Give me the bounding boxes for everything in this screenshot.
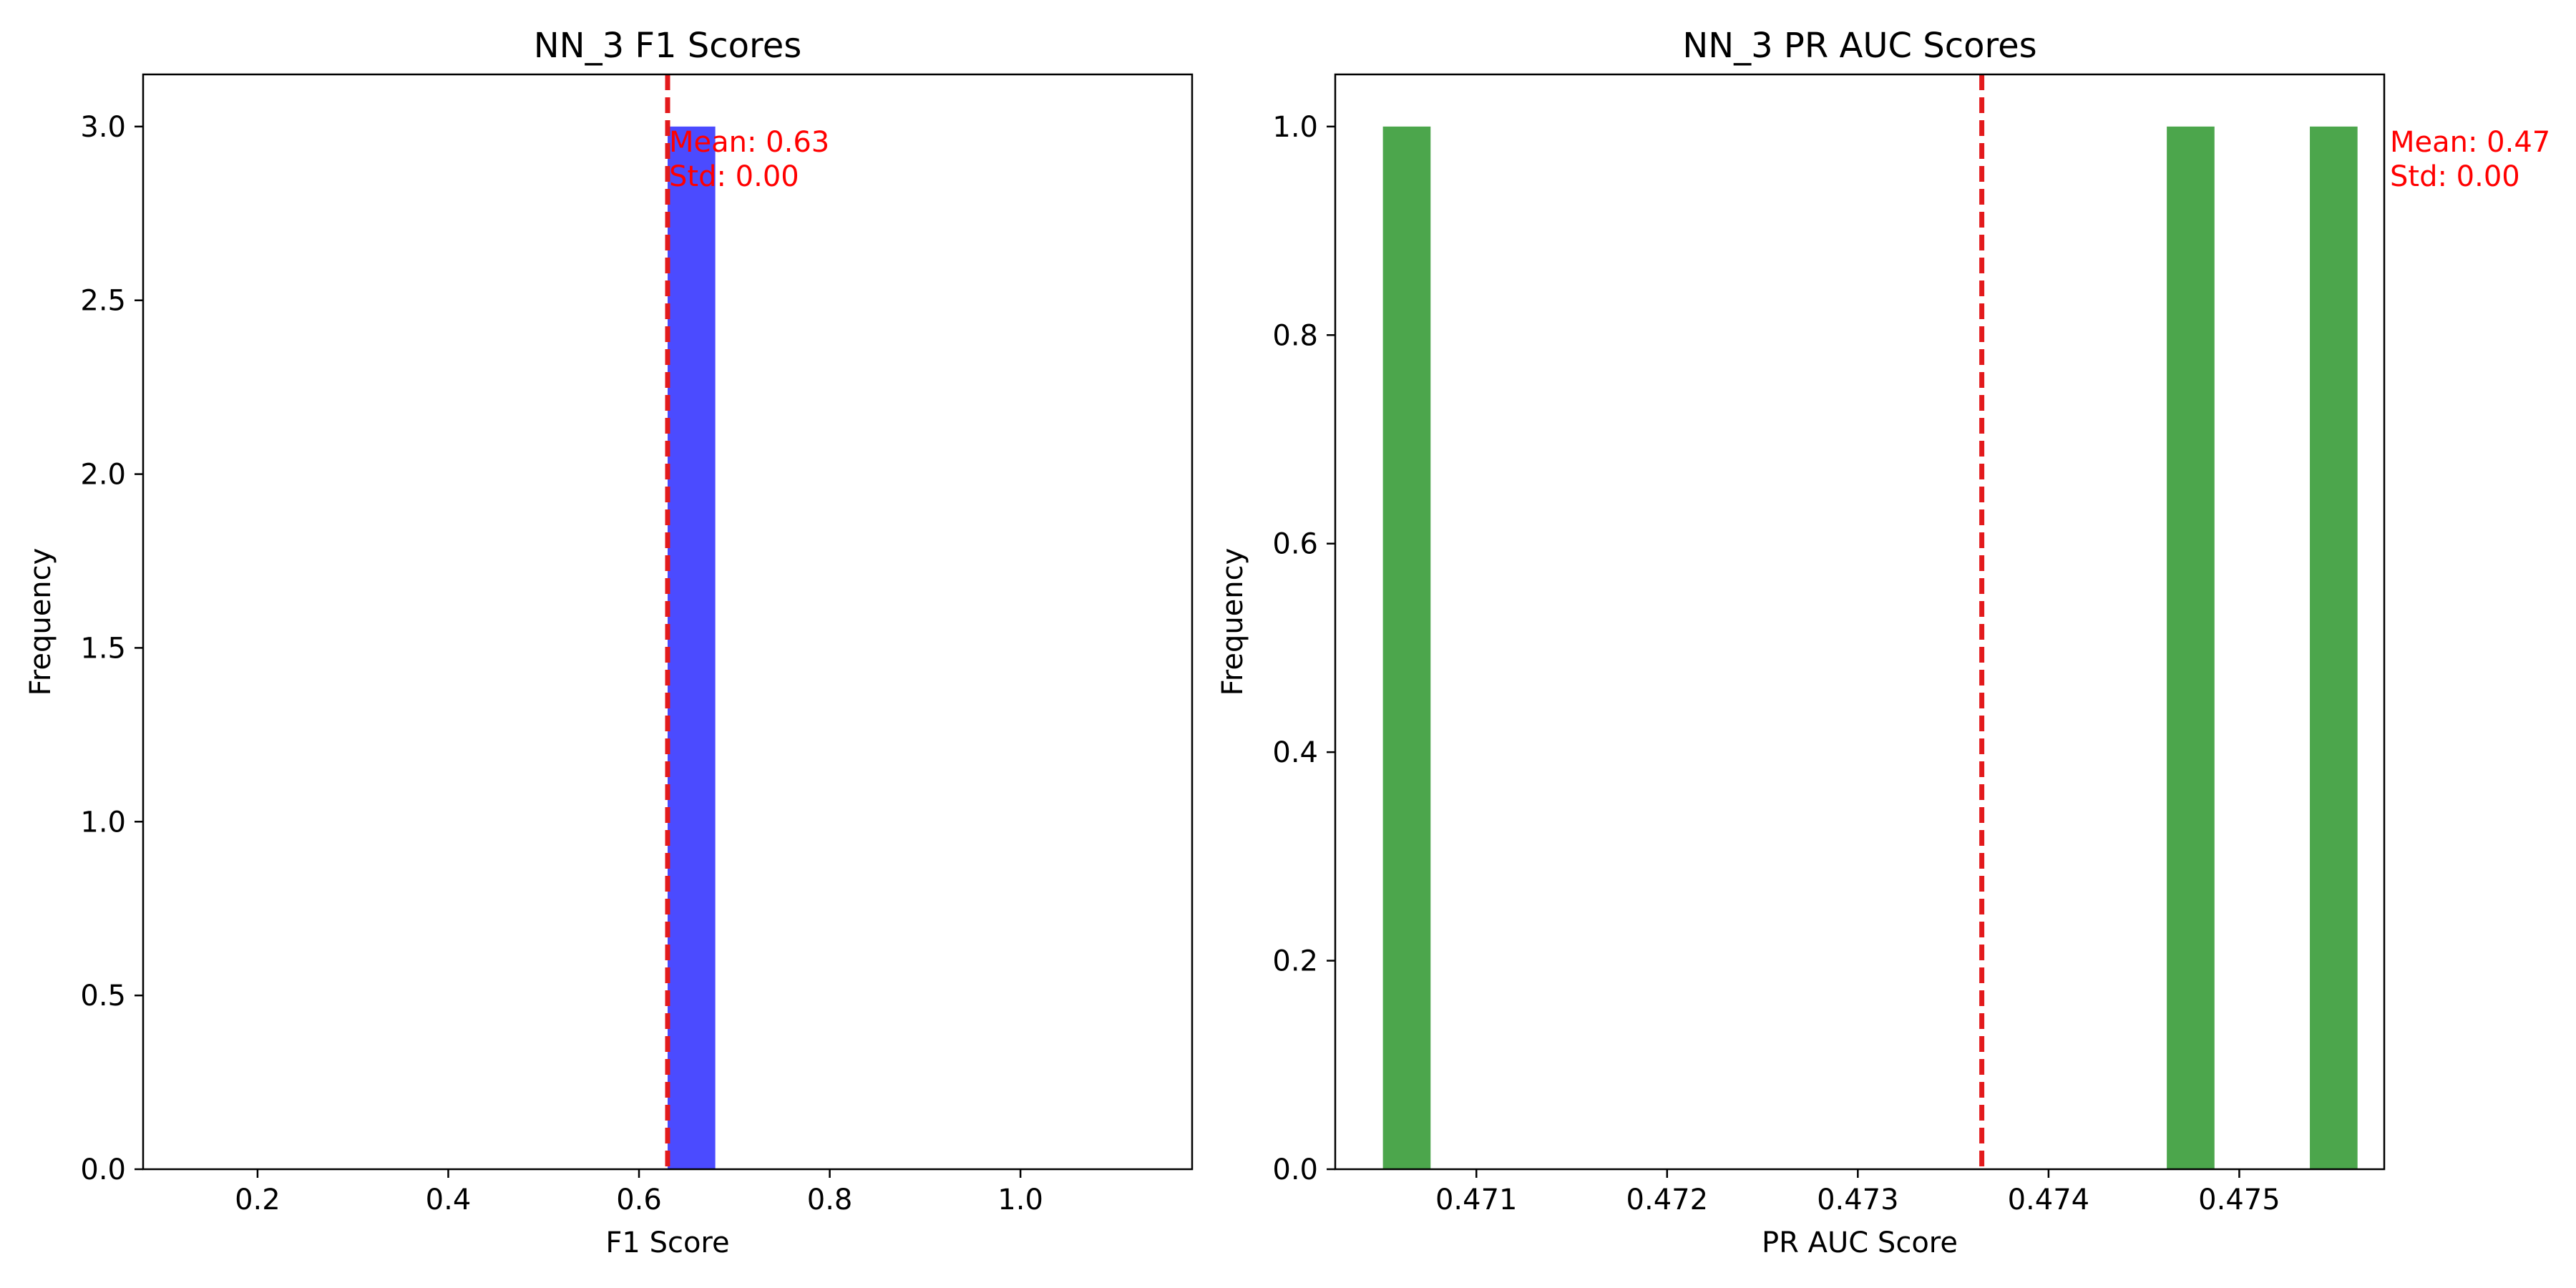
x-tick-label: 0.472: [1626, 1184, 1709, 1216]
plot-frame: [1334, 73, 2386, 1171]
y-axis-label: Frequency: [24, 548, 57, 696]
x-tick-label: 0.8: [807, 1184, 853, 1216]
y-tick-label: 2.5: [80, 285, 126, 318]
y-tick-label: 1.0: [1272, 111, 1318, 144]
mean-std-annotation: Mean: 0.63: [669, 126, 829, 159]
x-tick-label: 0.475: [2198, 1184, 2280, 1216]
y-tick-label: 0.0: [1272, 1153, 1318, 1186]
x-tick-label: 0.471: [1435, 1184, 1518, 1216]
x-tick-label: 0.4: [426, 1184, 472, 1216]
chart-title: NN_3 PR AUC Scores: [1682, 26, 2036, 66]
y-tick-label: 0.8: [1272, 319, 1318, 352]
y-tick-label: 0.5: [80, 980, 126, 1013]
y-tick-label: 2.0: [80, 459, 126, 492]
y-axis-label: Frequency: [1216, 548, 1249, 696]
histogram-bar: [1382, 126, 1431, 1169]
x-axis-label: F1 Score: [605, 1226, 729, 1259]
x-tick-label: 1.0: [997, 1184, 1043, 1216]
x-axis-label: PR AUC Score: [1762, 1226, 1958, 1259]
mean-std-annotation: Mean: 0.47: [2390, 126, 2550, 159]
histogram-bar: [2310, 126, 2358, 1169]
plot-frame: [142, 73, 1194, 1171]
y-tick-label: 1.5: [80, 632, 126, 665]
y-tick-label: 0.6: [1272, 528, 1318, 561]
y-tick-label: 0.4: [1272, 736, 1318, 769]
mean-std-annotation: Std: 0.00: [2390, 160, 2520, 193]
y-tick-label: 1.0: [80, 806, 126, 839]
histogram-bar: [668, 126, 716, 1169]
mean-std-annotation: Std: 0.00: [669, 160, 799, 193]
x-tick-label: 0.6: [616, 1184, 662, 1216]
x-tick-label: 0.2: [235, 1184, 280, 1216]
pr-auc-histogram-panel: 0.471 0.472 0.473 0.474 0.475 0.0 0.2 0.4 0.6 0.8…: [1216, 26, 2550, 1259]
x-tick-label: 0.474: [2008, 1184, 2090, 1216]
x-tick-label: 0.473: [1817, 1184, 1899, 1216]
y-tick-label: 0.2: [1272, 945, 1318, 978]
y-tick-label: 0.0: [80, 1153, 126, 1186]
chart-title: NN_3 F1 Scores: [534, 26, 801, 66]
y-tick-label: 3.0: [80, 111, 126, 144]
histogram-bar: [2167, 126, 2215, 1169]
f1-histogram-panel: 0.2 0.4 0.6 0.8 1.0 0.0 0.5 1.0 1.5 2.0 2.5 3.0 NN_3…: [24, 26, 1194, 1259]
